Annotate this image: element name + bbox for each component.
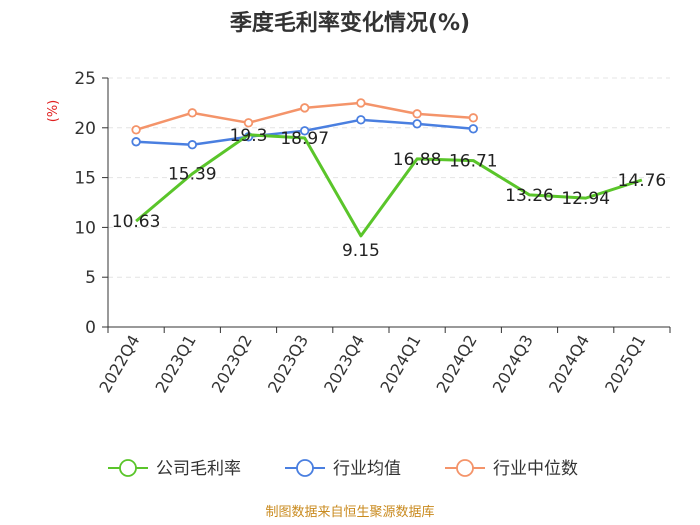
- y-tick-label: 10: [74, 218, 96, 238]
- series-point: [468, 124, 478, 134]
- legend-marker: [456, 459, 474, 477]
- y-axis-label: (%): [46, 100, 61, 123]
- legend: 公司毛利率 行业均值 行业中位数: [108, 459, 578, 479]
- data-label: 10.63: [112, 212, 161, 232]
- data-label: 13.26: [505, 186, 554, 206]
- x-tick-label: 2023Q3: [264, 332, 312, 396]
- series-layer: [131, 98, 643, 238]
- data-label: 16.71: [449, 152, 498, 172]
- x-tick-label: 2024Q3: [489, 332, 537, 396]
- grid-lines: [108, 77, 670, 278]
- axes: 0 5 10 15 20 25 2022Q4 2023Q1 2023Q2 2023Q3 2023Q4…: [74, 69, 671, 396]
- x-tick-label: 2022Q4: [95, 332, 143, 396]
- data-label: 15.39: [168, 165, 217, 185]
- legend-label: 行业均值: [333, 459, 401, 479]
- legend-label: 公司毛利率: [156, 459, 241, 479]
- data-label: 12.94: [561, 189, 610, 209]
- x-tick-label: 2023Q1: [152, 332, 200, 396]
- series-point: [412, 109, 422, 119]
- series-point: [131, 125, 141, 135]
- series-point: [356, 115, 366, 125]
- data-label: 14.76: [618, 171, 667, 191]
- series-line: [135, 133, 643, 238]
- legend-label: 行业中位数: [493, 459, 578, 479]
- x-tick-label: 2024Q4: [545, 332, 593, 396]
- series-point: [412, 119, 422, 129]
- series-point: [187, 108, 197, 118]
- data-label: 9.15: [342, 241, 380, 261]
- series-point: [131, 137, 141, 147]
- data-label: 19.3: [230, 126, 268, 146]
- y-tick-label: 20: [74, 119, 96, 139]
- series-point: [243, 118, 254, 128]
- series-point: [468, 113, 478, 123]
- data-label: 18.97: [280, 129, 329, 149]
- series-point: [300, 103, 310, 113]
- data-label: 16.88: [393, 150, 442, 170]
- x-tick-label: 2023Q4: [320, 332, 368, 396]
- data-labels: 10.63 15.39 19.3 18.97 9.15 16.88 16.71 13.26 12…: [112, 126, 666, 261]
- series-point: [187, 140, 197, 150]
- x-tick-label: 2024Q2: [433, 332, 481, 396]
- x-tick-label: 2024Q1: [376, 332, 424, 396]
- chart-title: 季度毛利率变化情况(%): [230, 10, 470, 36]
- series-point: [300, 126, 310, 136]
- legend-marker: [296, 459, 314, 477]
- y-tick-label: 0: [85, 318, 96, 338]
- x-tick-label: 2023Q2: [208, 332, 256, 396]
- series-point: [356, 98, 366, 108]
- y-tick-label: 25: [74, 69, 96, 89]
- source-note: 制图数据来自恒生聚源数据库: [265, 504, 434, 520]
- y-tick-label: 5: [85, 268, 96, 288]
- x-tick-label: 2025Q1: [601, 332, 649, 396]
- legend-marker: [119, 459, 137, 477]
- y-tick-label: 15: [74, 169, 96, 189]
